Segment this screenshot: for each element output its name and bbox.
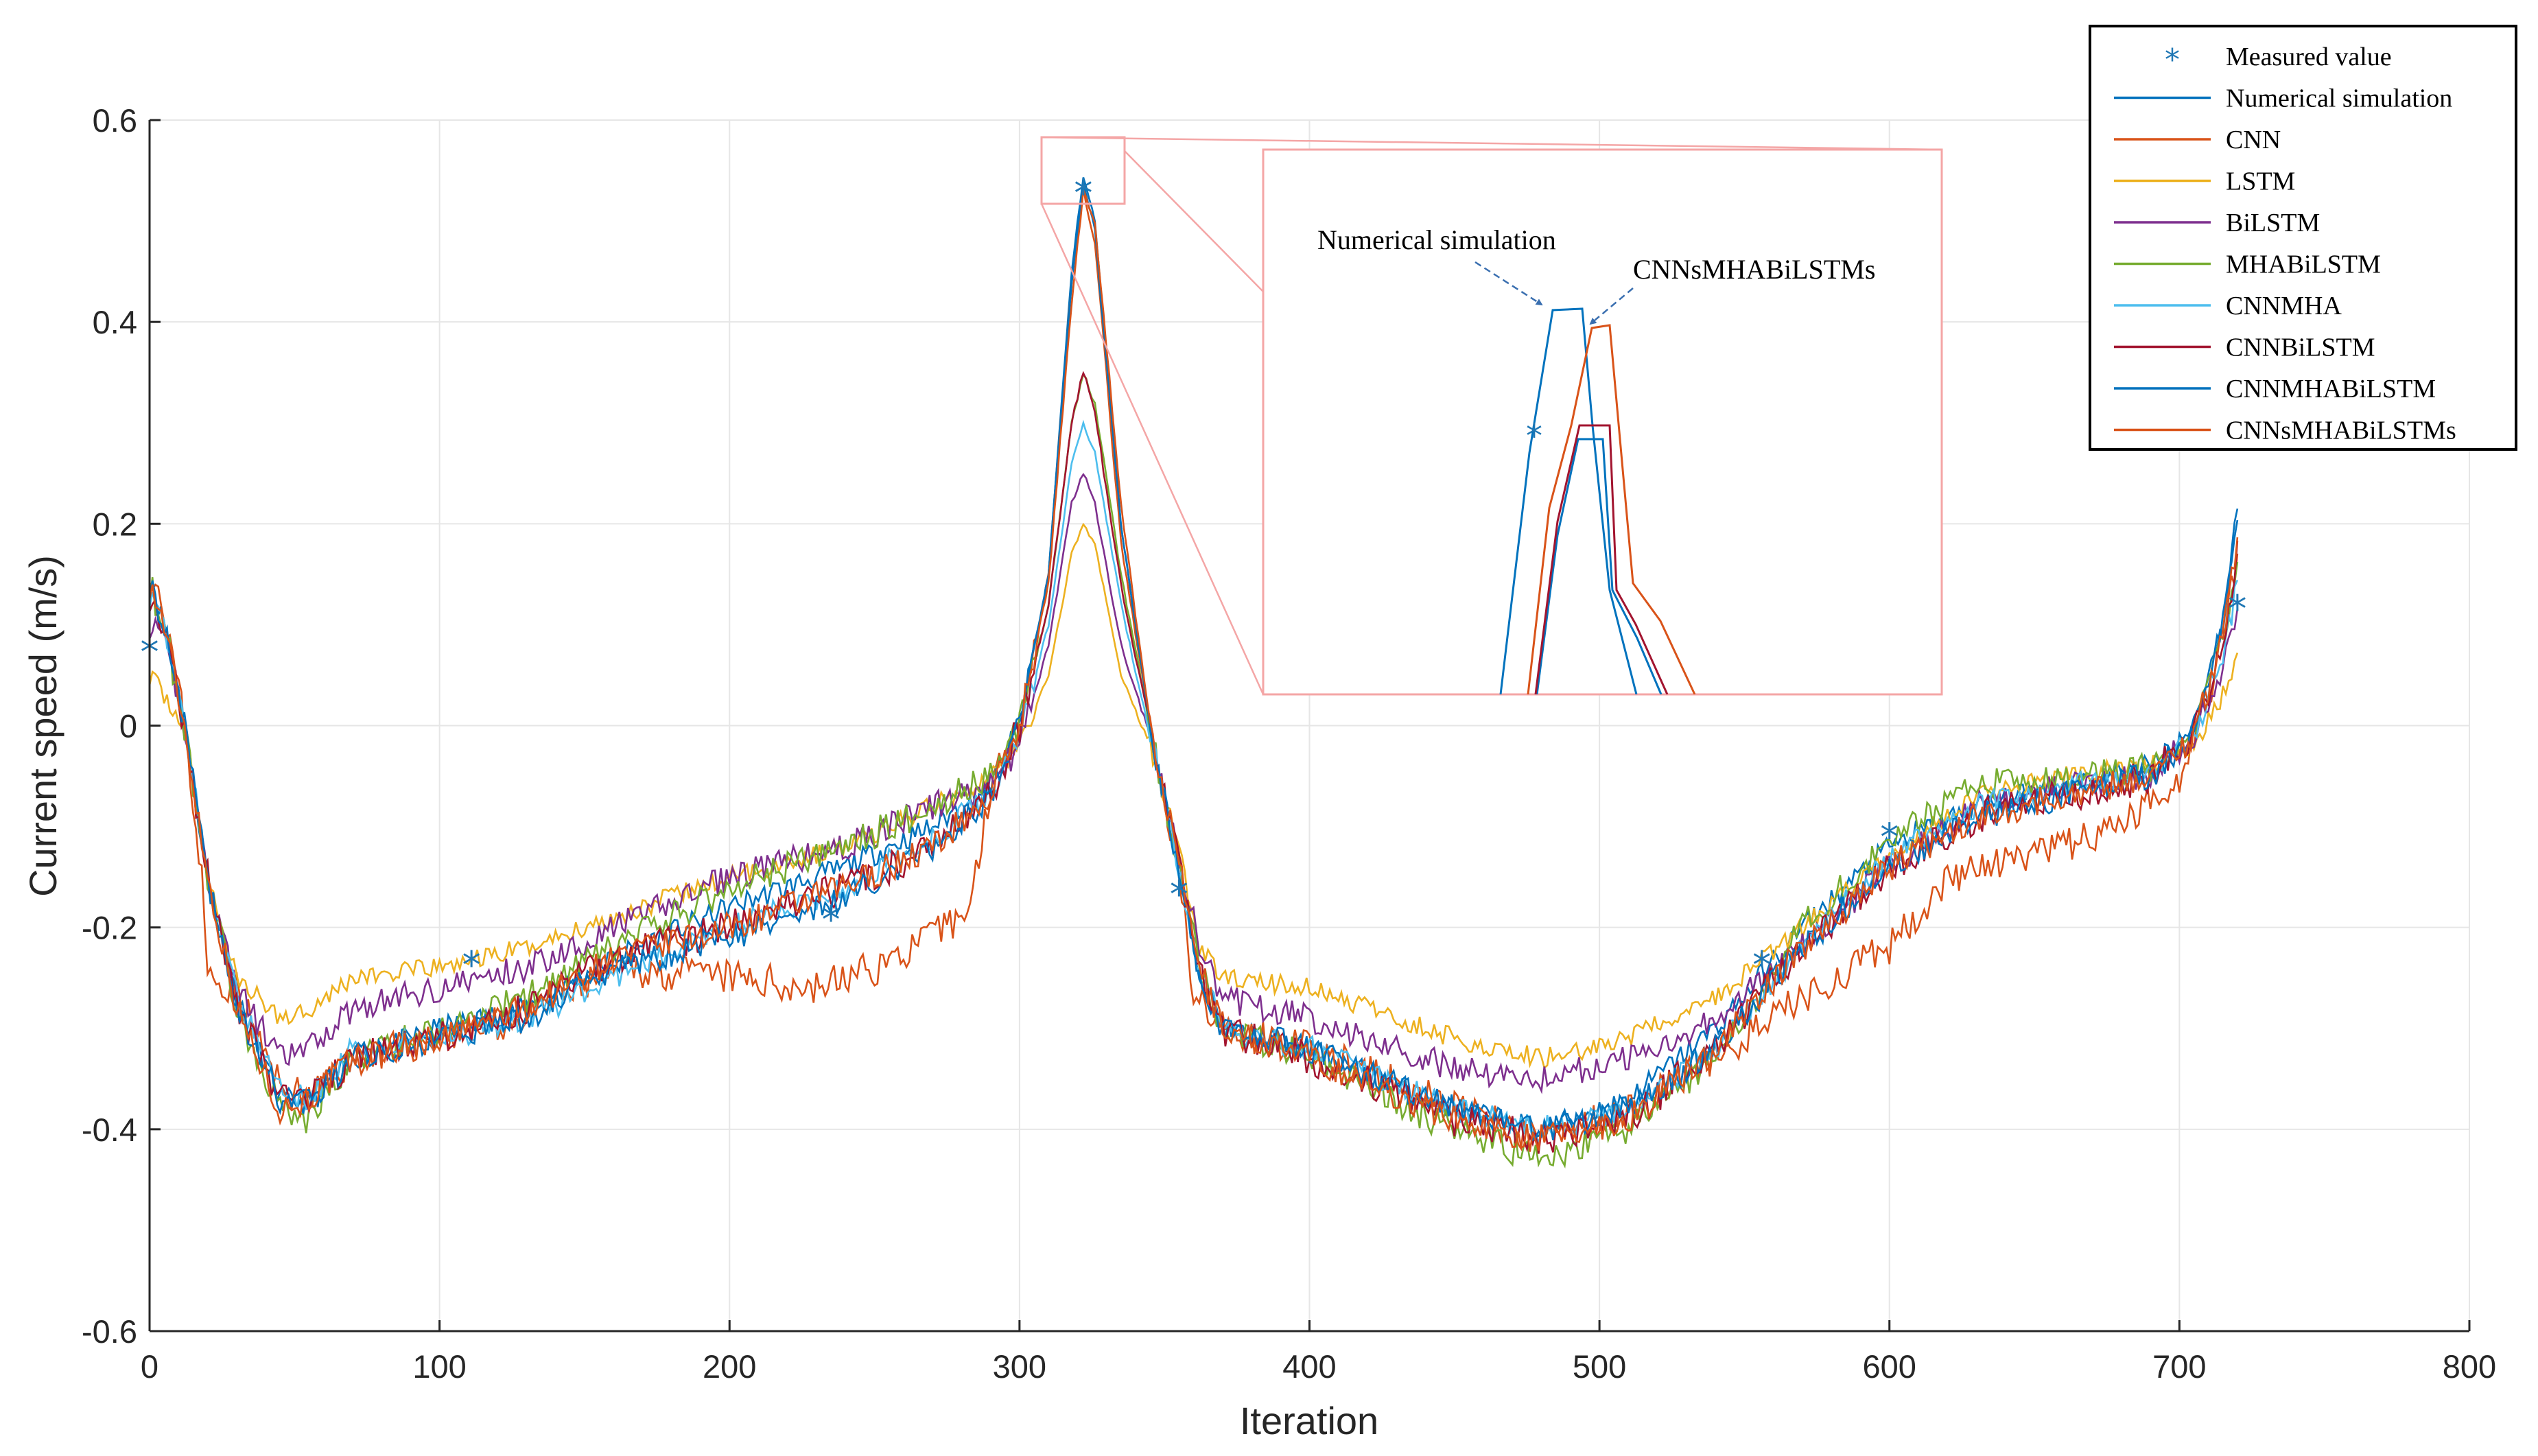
legend-label: CNNsMHABiLSTMs	[2226, 416, 2456, 445]
series-line-cnn	[150, 187, 2239, 1151]
inset-label-cnnsmhabilstms: CNNsMHABiLSTMs	[1633, 254, 1875, 285]
y-tick-label: -0.4	[82, 1112, 137, 1148]
x-tick-label: 800	[2443, 1348, 2496, 1385]
y-tick-label: 0.4	[93, 304, 137, 340]
series-line-bilstm	[150, 473, 2239, 1094]
x-tick-label: 200	[703, 1348, 756, 1385]
inset-cnnbilstm-line	[1534, 424, 1669, 694]
zoom-inset-curves	[1499, 307, 1696, 694]
y-tick-label: -0.6	[82, 1313, 137, 1350]
x-tick-label: 700	[2152, 1348, 2206, 1385]
inset-cnnmhabilstm-line	[1536, 438, 1662, 694]
y-tick-label: 0.6	[93, 102, 137, 139]
series-line-lstm	[150, 522, 2239, 1070]
legend-label: MHABiLSTM	[2226, 250, 2381, 279]
x-tick-label: 500	[1573, 1348, 1626, 1385]
inset-label-numerical-simulation: Numerical simulation	[1317, 224, 1556, 255]
measured-value-marker: *	[462, 943, 481, 987]
x-tick-label: 300	[993, 1348, 1046, 1385]
measured-markers: * * * * * * * *	[141, 172, 2247, 987]
zoom-connector-top	[1041, 136, 1942, 151]
legend-marker-measured: *	[2165, 43, 2180, 78]
measured-value-marker: *	[1880, 815, 1899, 858]
legend-label: CNNBiLSTM	[2226, 333, 2375, 362]
x-axis-title: Iteration	[1240, 1399, 1378, 1442]
legend-label: CNNMHABiLSTM	[2226, 375, 2436, 403]
y-axis-title: Current speed (m/s)	[21, 555, 64, 897]
inset-cnnsmhabilstms-line	[1527, 324, 1696, 694]
x-tick-label: 600	[1863, 1348, 1916, 1385]
y-tick-label: -0.2	[82, 910, 137, 946]
axis-ticks: 0 100 200 300 400 500 600 700 800 -0.6 -0.4 -0.2 0 0.…	[82, 102, 2496, 1385]
series-line-mhabilstm	[150, 372, 2239, 1169]
measured-value-marker: *	[1170, 873, 1188, 916]
zoom-connector-mid	[1124, 150, 1264, 292]
inset-arrow-cnnsmhabilstms	[1589, 287, 1634, 325]
legend-label: Numerical simulation	[2226, 84, 2452, 113]
x-tick-label: 100	[412, 1348, 466, 1385]
zoom-inset-box	[1262, 148, 1943, 696]
legend-label: LSTM	[2226, 167, 2295, 196]
series-layer	[150, 177, 2239, 1169]
legend-items: * Measured value Numerical simulation CNN LS…	[2114, 43, 2456, 445]
measured-value-marker: *	[1074, 172, 1092, 215]
legend-label: Measured value	[2226, 43, 2392, 71]
legend-label: BiLSTM	[2226, 209, 2320, 237]
x-tick-label: 400	[1282, 1348, 1336, 1385]
legend-label: CNN	[2226, 126, 2281, 154]
y-tick-label: 0.2	[93, 506, 137, 542]
legend: * Measured value Numerical simulation CNN LS…	[2089, 25, 2517, 451]
zoom-connector-bottom	[1040, 203, 1265, 695]
measured-value-marker: *	[822, 898, 841, 941]
measured-value-marker: *	[2228, 587, 2246, 631]
series-line-cnnsmhabilstms	[150, 189, 2239, 1152]
inset-measured-marker: *	[1526, 417, 1542, 456]
y-tick-label: 0	[119, 708, 137, 744]
inset-arrow-numerical-simulation	[1474, 261, 1543, 306]
x-tick-label: 0	[141, 1348, 158, 1385]
legend-label: CNNMHA	[2226, 292, 2342, 320]
inset-numerical-simulation-line	[1499, 307, 1638, 694]
measured-value-marker: *	[1752, 943, 1771, 987]
